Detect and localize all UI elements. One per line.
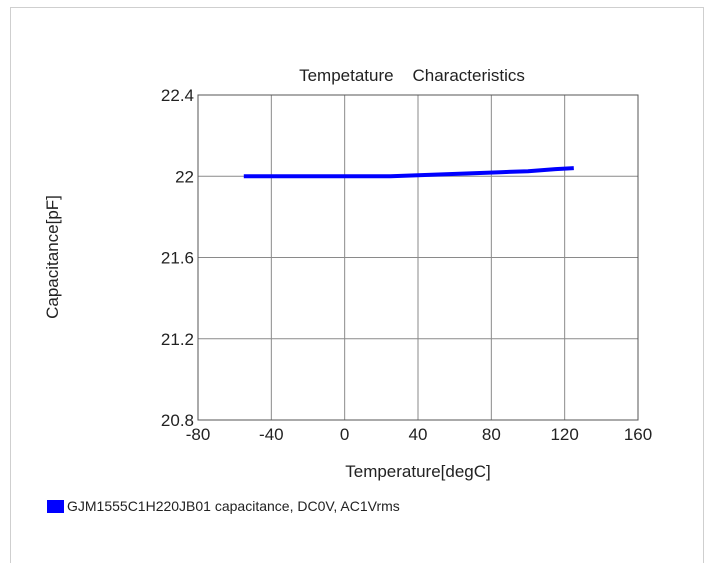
x-axis-label: Temperature[degC] bbox=[345, 462, 491, 481]
y-axis-label: Capacitance[pF] bbox=[43, 195, 62, 319]
chart-frame bbox=[10, 7, 704, 563]
y-tick-label: 21.6 bbox=[161, 249, 194, 268]
series-line bbox=[243, 166, 574, 179]
y-tick-label: 21.2 bbox=[161, 330, 194, 349]
x-tick-label: -40 bbox=[259, 425, 284, 444]
x-tick-label: -80 bbox=[186, 425, 211, 444]
x-tick-label: 40 bbox=[409, 425, 428, 444]
legend-swatch bbox=[47, 499, 64, 513]
x-tick-label: 80 bbox=[482, 425, 501, 444]
plot-border bbox=[197, 94, 639, 421]
legend-label: GJM1555C1H220JB01 capacitance, DC0V, AC1… bbox=[67, 498, 400, 514]
x-tick-label: 0 bbox=[340, 425, 349, 444]
series-group bbox=[243, 166, 574, 179]
chart-title: Tempetature Characteristics bbox=[299, 66, 525, 85]
legend: GJM1555C1H220JB01 capacitance, DC0V, AC1… bbox=[47, 498, 400, 514]
grid bbox=[198, 95, 638, 420]
x-tick-label: 120 bbox=[550, 425, 578, 444]
y-tick-label: 22.4 bbox=[161, 86, 194, 105]
x-tick-label: 160 bbox=[624, 425, 652, 444]
y-tick-label: 20.8 bbox=[161, 411, 194, 430]
y-tick-label: 22 bbox=[175, 167, 194, 186]
tick-labels: -80 -40 0 40 80 120 160 20.8 21.2 21.6 22 22.4 bbox=[161, 86, 652, 444]
